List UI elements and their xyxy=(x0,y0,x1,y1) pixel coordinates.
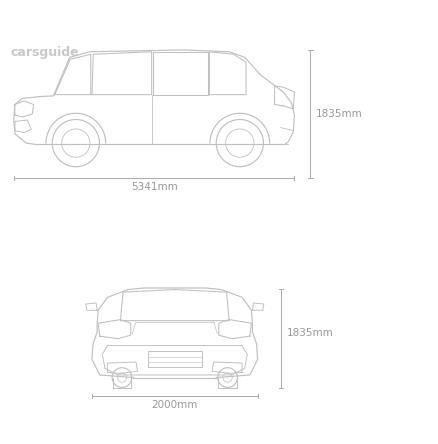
Text: 1835mm: 1835mm xyxy=(287,328,334,338)
Text: carsguide: carsguide xyxy=(10,46,79,59)
Text: 2000mm: 2000mm xyxy=(152,400,198,410)
Text: 5341mm: 5341mm xyxy=(131,182,177,192)
Text: 1835mm: 1835mm xyxy=(316,109,363,119)
